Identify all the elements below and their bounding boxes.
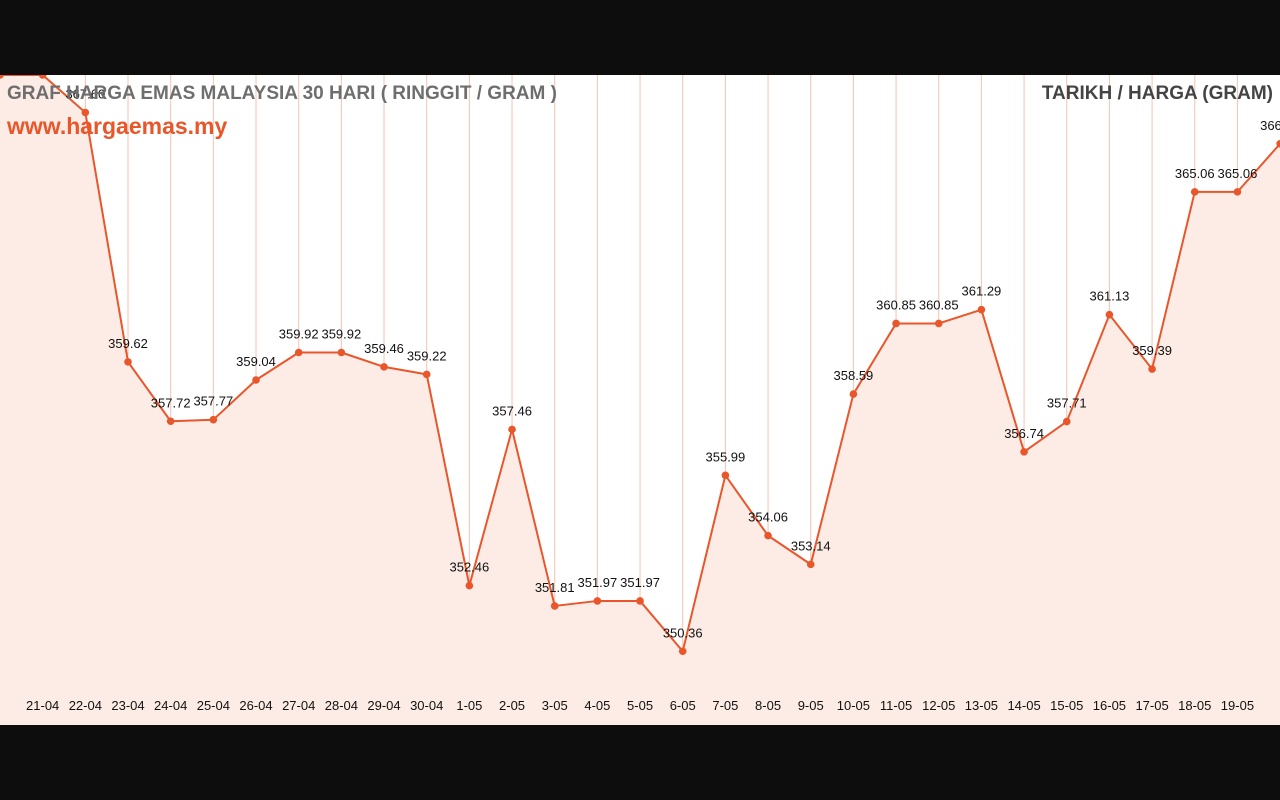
- area-fill: [0, 75, 1280, 725]
- data-point[interactable]: [0, 75, 4, 79]
- area-fill-path: [0, 75, 1280, 725]
- data-point[interactable]: [593, 597, 602, 605]
- data-point[interactable]: [508, 425, 516, 434]
- data-point[interactable]: [337, 348, 346, 357]
- x-tick-label: 30-04: [410, 698, 443, 713]
- x-tick-label: 9-05: [798, 698, 824, 713]
- legend-label: TARIKH / HARGA (GRAM): [1041, 83, 1273, 104]
- data-label: 357.46: [492, 403, 532, 418]
- x-tick-label: 1-05: [456, 698, 482, 713]
- data-label: 358.59: [834, 368, 874, 383]
- data-point[interactable]: [892, 319, 900, 328]
- data-label: 361.29: [962, 284, 1002, 299]
- data-label: 359.39: [1132, 343, 1172, 358]
- chart-panel: 367.60 359.62 357.72 357.77 359.04 359.92 359.…: [0, 75, 1280, 725]
- data-point[interactable]: [166, 417, 175, 426]
- x-tick-label: 18-05: [1178, 698, 1211, 713]
- data-point[interactable]: [550, 602, 559, 610]
- x-tick-label: 14-05: [1007, 698, 1040, 713]
- data-label: 366: [1260, 118, 1280, 133]
- data-point[interactable]: [806, 560, 815, 569]
- data-label: 350.36: [663, 625, 703, 640]
- x-tick-label: 13-05: [965, 698, 998, 713]
- data-point[interactable]: [977, 305, 986, 314]
- data-point[interactable]: [38, 75, 47, 79]
- x-tick-label: 16-05: [1093, 698, 1126, 713]
- x-tick-label: 5-05: [627, 698, 653, 713]
- data-point[interactable]: [1105, 310, 1114, 319]
- x-tick-label: 12-05: [922, 698, 955, 713]
- x-tick-label: 24-04: [154, 698, 187, 713]
- data-label: 367.60: [65, 87, 105, 102]
- data-point[interactable]: [636, 597, 644, 605]
- data-point[interactable]: [1233, 188, 1242, 196]
- data-point[interactable]: [1062, 417, 1071, 426]
- x-axis-ticks: 21-04 22-04 23-04 24-04 25-04 26-04 27-04 28-04…: [26, 698, 1254, 713]
- data-label: 351.97: [577, 575, 617, 590]
- x-tick-label: 22-04: [69, 698, 102, 713]
- x-tick-label: 29-04: [367, 698, 400, 713]
- x-tick-label: 2-05: [499, 698, 525, 713]
- x-tick-label: 19-05: [1221, 698, 1254, 713]
- x-tick-label: 15-05: [1050, 698, 1083, 713]
- x-tick-label: 3-05: [542, 698, 568, 713]
- x-tick-label: 4-05: [584, 698, 610, 713]
- data-point[interactable]: [1276, 139, 1280, 148]
- data-label: 360.85: [919, 297, 959, 312]
- data-points: [0, 75, 1280, 656]
- x-tick-label: 25-04: [197, 698, 230, 713]
- data-label: 360.85: [876, 297, 916, 312]
- data-point[interactable]: [81, 108, 90, 117]
- data-label: 359.62: [108, 336, 148, 351]
- x-tick-label: 23-04: [111, 698, 144, 713]
- data-label: 359.92: [321, 327, 361, 342]
- data-point[interactable]: [1020, 448, 1028, 456]
- data-label: 351.81: [535, 580, 575, 595]
- x-tick-label: 28-04: [325, 698, 358, 713]
- data-label: 357.71: [1047, 396, 1087, 411]
- data-label: 352.46: [449, 560, 489, 575]
- data-point[interactable]: [1190, 188, 1199, 196]
- data-point[interactable]: [1148, 365, 1156, 373]
- data-point[interactable]: [849, 390, 858, 398]
- data-label: 351.97: [620, 575, 660, 590]
- data-point[interactable]: [764, 531, 772, 540]
- chart-title: GRAF HARGA EMAS MALAYSIA 30 HARI ( RINGG…: [7, 83, 557, 104]
- data-point[interactable]: [252, 376, 260, 384]
- data-label: 365.06: [1175, 166, 1215, 181]
- x-tick-label: 6-05: [670, 698, 696, 713]
- data-point[interactable]: [209, 415, 218, 424]
- data-label: 359.46: [364, 341, 404, 356]
- website-link[interactable]: www.hargaemas.my: [7, 113, 228, 139]
- data-label: 357.77: [193, 394, 233, 409]
- data-label: 355.99: [706, 449, 746, 464]
- x-tick-label: 21-04: [26, 698, 59, 713]
- data-point[interactable]: [678, 647, 687, 656]
- data-label: 359.92: [279, 327, 319, 342]
- data-label: 361.13: [1090, 289, 1130, 304]
- x-tick-label: 11-05: [880, 698, 912, 713]
- data-label: 353.14: [791, 538, 831, 553]
- data-label: 354.06: [748, 510, 788, 525]
- data-point[interactable]: [294, 348, 303, 357]
- data-point[interactable]: [422, 370, 431, 379]
- x-tick-label: 10-05: [837, 698, 870, 713]
- x-tick-label: 27-04: [282, 698, 315, 713]
- data-point[interactable]: [465, 581, 474, 590]
- data-label: 359.22: [407, 348, 447, 363]
- data-label: 365.06: [1218, 166, 1258, 181]
- data-point[interactable]: [124, 358, 132, 366]
- data-point[interactable]: [934, 319, 943, 328]
- x-tick-label: 7-05: [712, 698, 738, 713]
- data-point[interactable]: [380, 363, 388, 371]
- data-label: 356.74: [1004, 426, 1044, 441]
- x-tick-label: 17-05: [1135, 698, 1168, 713]
- data-label: 357.72: [151, 395, 191, 410]
- x-tick-label: 26-04: [239, 698, 272, 713]
- x-tick-label: 8-05: [755, 698, 781, 713]
- data-point[interactable]: [721, 471, 730, 480]
- data-label: 359.04: [236, 354, 276, 369]
